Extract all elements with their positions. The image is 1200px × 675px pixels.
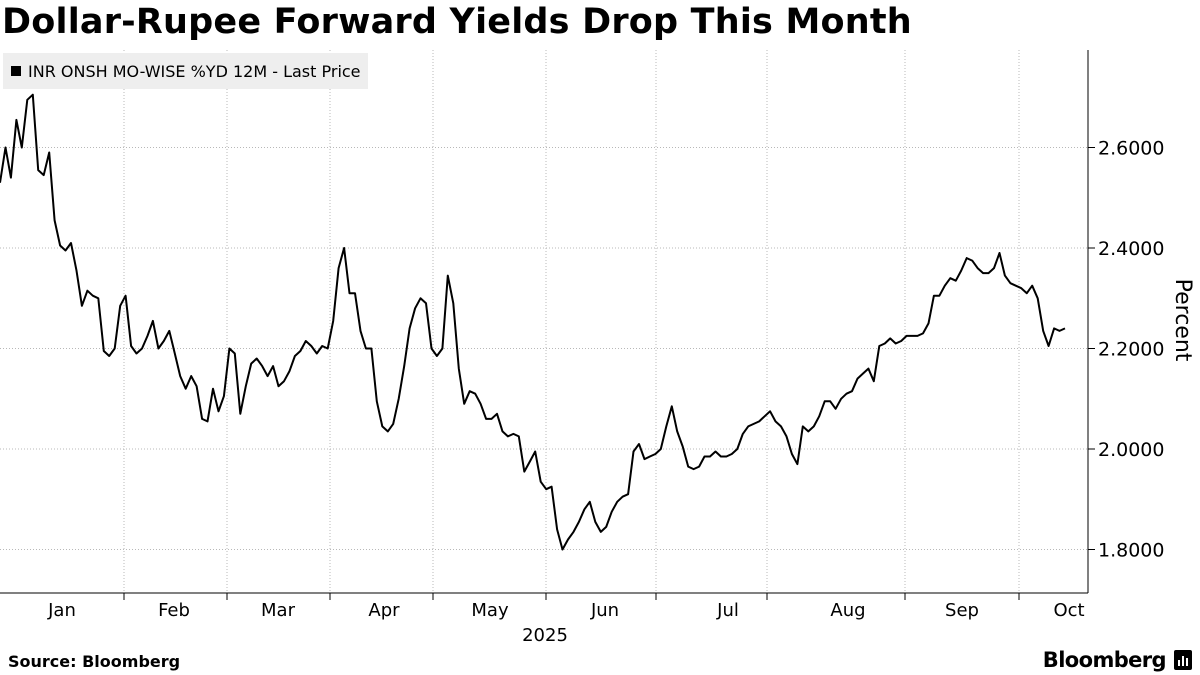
x-tick-label: Jan (47, 600, 76, 621)
legend-label: INR ONSH MO-WISE %YD 12M - Last Price (28, 62, 361, 81)
x-tick-label: Sep (945, 600, 979, 621)
x-tick-label: May (471, 600, 509, 621)
x-tick-label: Apr (368, 600, 400, 621)
x-tick-label: Mar (261, 600, 296, 621)
y-tick-label: 2.4000 (1098, 238, 1164, 260)
x-tick-label: Oct (1053, 600, 1084, 621)
series-line-inr-onsh (0, 93, 1066, 551)
legend: INR ONSH MO-WISE %YD 12M - Last Price (3, 53, 368, 89)
year-label: 2025 (522, 625, 568, 646)
gridlines (0, 50, 1088, 593)
chart-title: Dollar-Rupee Forward Yields Drop This Mo… (2, 2, 912, 42)
plot-line-group (0, 93, 1066, 551)
x-tick-label: Feb (158, 600, 190, 621)
month-ticks (123, 593, 1020, 600)
y-tick-label: 2.0000 (1098, 439, 1164, 461)
y-tick-label: 2.2000 (1098, 339, 1164, 361)
x-tick-label: Aug (830, 600, 865, 621)
x-tick-label: Jun (590, 600, 619, 621)
x-tick-label: Jul (716, 600, 739, 621)
y-axis-label: Percent (1170, 279, 1195, 362)
y-tick-label: 1.8000 (1098, 540, 1164, 562)
y-tick-label: 2.6000 (1098, 138, 1164, 160)
legend-swatch (11, 66, 21, 76)
x-labels: Jan Feb Mar Apr May Jun Jul Aug Sep Oct (47, 600, 1084, 621)
source-note: Source: Bloomberg (8, 652, 181, 671)
legend-background (3, 53, 368, 89)
bloomberg-logo-text: Bloomberg (1042, 648, 1167, 672)
y-ticks: 1.8000 2.0000 2.2000 2.4000 2.6000 (1088, 138, 1164, 562)
bloomberg-logo-icon (1174, 650, 1192, 670)
